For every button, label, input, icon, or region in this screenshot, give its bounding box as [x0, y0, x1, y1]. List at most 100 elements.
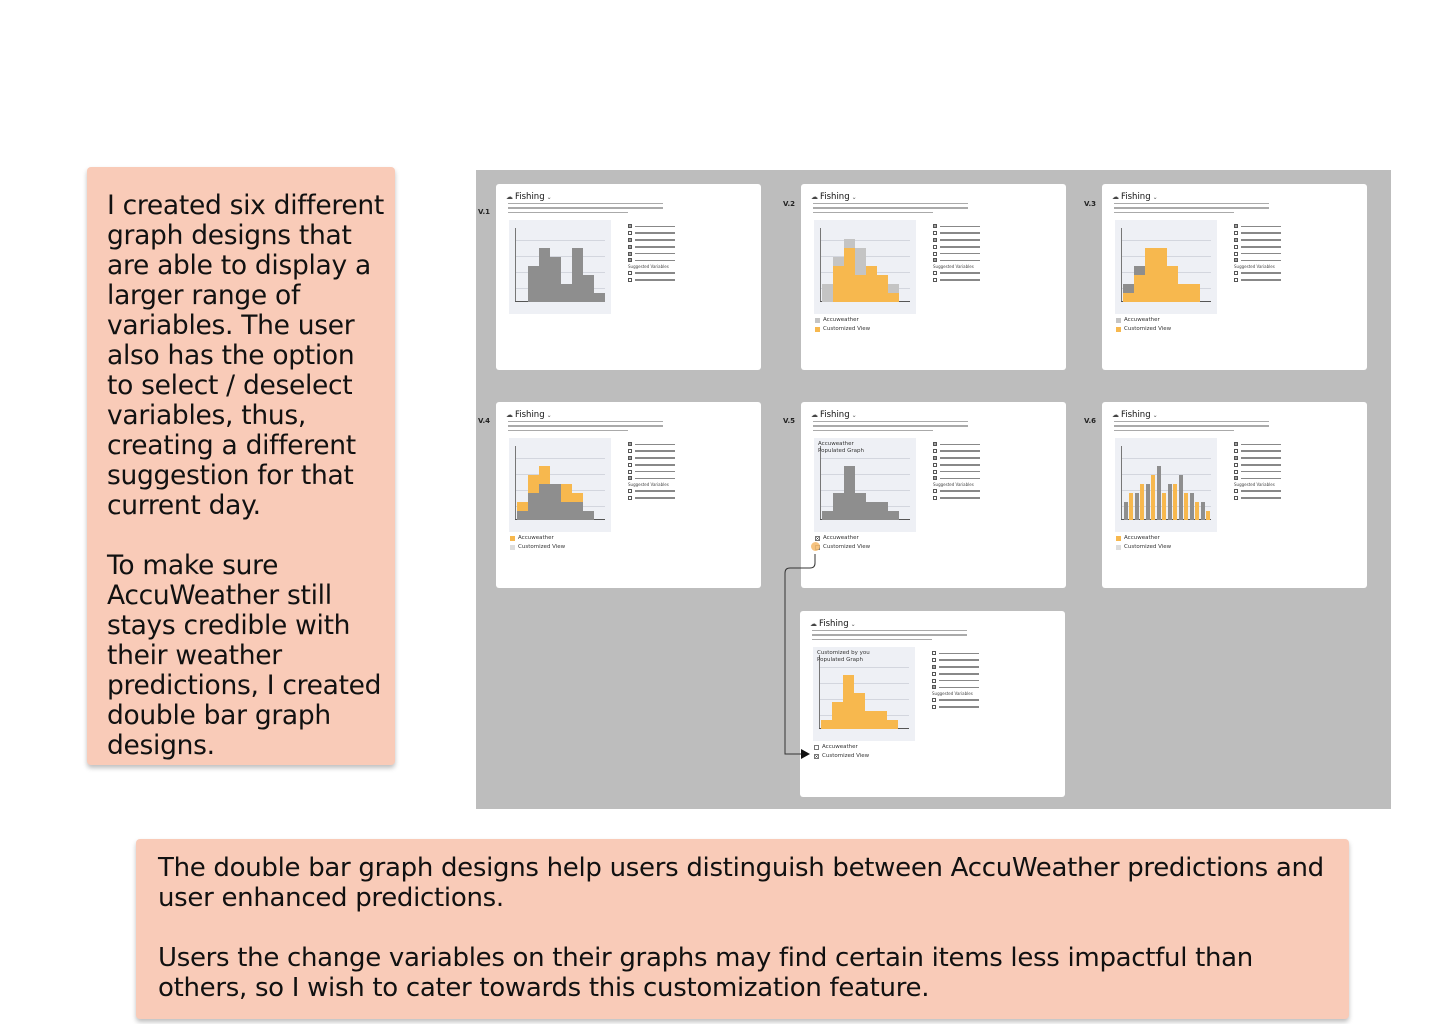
- variable-checkbox[interactable]: [933, 231, 937, 236]
- chevron-down-icon[interactable]: ⌄: [546, 412, 552, 419]
- legend-accuweather[interactable]: Accuweather: [815, 317, 859, 323]
- variable-checkbox[interactable]: [1234, 489, 1238, 494]
- legend-swatch[interactable]: [815, 535, 820, 541]
- variable-row[interactable]: [628, 243, 675, 250]
- variable-row[interactable]: [933, 250, 980, 257]
- legend-accuweather[interactable]: Accuweather: [814, 744, 858, 750]
- variable-row[interactable]: [933, 488, 980, 495]
- legend-accuweather[interactable]: Accuweather: [1116, 535, 1160, 541]
- variable-row[interactable]: [1234, 495, 1281, 502]
- variable-row[interactable]: [628, 488, 675, 495]
- variable-checkbox[interactable]: [628, 237, 632, 242]
- variable-row[interactable]: [1234, 243, 1281, 250]
- variable-row[interactable]: [1234, 461, 1281, 468]
- legend-customized[interactable]: Customized View: [814, 753, 869, 759]
- variable-row[interactable]: [628, 468, 675, 475]
- legend-swatch[interactable]: [1116, 317, 1121, 323]
- chevron-down-icon[interactable]: ⌄: [1152, 412, 1158, 419]
- variable-row[interactable]: [1234, 448, 1281, 455]
- variable-row[interactable]: [932, 704, 979, 711]
- legend-swatch[interactable]: [510, 535, 515, 541]
- legend-accuweather[interactable]: Accuweather: [815, 535, 859, 541]
- variable-row[interactable]: [933, 243, 980, 250]
- variable-row[interactable]: [628, 448, 675, 455]
- variable-checkbox[interactable]: [1234, 495, 1238, 500]
- variable-checkbox[interactable]: [628, 469, 632, 474]
- variable-row[interactable]: [932, 664, 979, 671]
- variable-row[interactable]: [933, 468, 980, 475]
- variable-checkbox[interactable]: [1234, 224, 1238, 229]
- card-header[interactable]: ☁ Fishing ⌄: [810, 619, 856, 629]
- variable-checkbox[interactable]: [1234, 449, 1238, 454]
- variable-checkbox[interactable]: [933, 449, 937, 454]
- variable-row[interactable]: [1234, 468, 1281, 475]
- variable-checkbox[interactable]: [933, 476, 937, 481]
- chevron-down-icon[interactable]: ⌄: [850, 621, 856, 628]
- variable-row[interactable]: [1234, 223, 1281, 230]
- variable-row[interactable]: [628, 237, 675, 244]
- variable-checkbox[interactable]: [628, 231, 632, 236]
- variable-row[interactable]: [933, 495, 980, 502]
- variable-row[interactable]: [933, 270, 980, 277]
- variable-row[interactable]: [1234, 277, 1281, 284]
- variable-row[interactable]: [1234, 270, 1281, 277]
- chevron-down-icon[interactable]: ⌄: [851, 412, 857, 419]
- card-header[interactable]: ☁ Fishing ⌄: [1112, 192, 1158, 202]
- chevron-down-icon[interactable]: ⌄: [546, 194, 552, 201]
- legend-customized[interactable]: Customized View: [1116, 326, 1171, 332]
- variable-checkbox[interactable]: [1234, 455, 1238, 460]
- variable-checkbox[interactable]: [1234, 258, 1238, 263]
- variable-checkbox[interactable]: [933, 258, 937, 263]
- variable-checkbox[interactable]: [1234, 462, 1238, 467]
- variable-checkbox[interactable]: [933, 244, 937, 249]
- variable-checkbox[interactable]: [628, 251, 632, 256]
- variable-checkbox[interactable]: [932, 698, 936, 703]
- chevron-down-icon[interactable]: ⌄: [1152, 194, 1158, 201]
- variable-checkbox[interactable]: [933, 224, 937, 229]
- legend-swatch[interactable]: [814, 753, 819, 759]
- card-header[interactable]: ☁ Fishing ⌄: [506, 410, 552, 420]
- variable-row[interactable]: [628, 455, 675, 462]
- variable-row[interactable]: [1234, 250, 1281, 257]
- legend-customized[interactable]: Customized View: [510, 544, 565, 550]
- variable-row[interactable]: [628, 277, 675, 284]
- legend-swatch[interactable]: [815, 317, 820, 323]
- variable-checkbox[interactable]: [933, 489, 937, 494]
- variable-row[interactable]: [933, 223, 980, 230]
- variable-checkbox[interactable]: [932, 671, 936, 676]
- variable-row[interactable]: [1234, 237, 1281, 244]
- variable-checkbox[interactable]: [628, 442, 632, 447]
- variable-checkbox[interactable]: [1234, 271, 1238, 276]
- card-header[interactable]: ☁ Fishing ⌄: [506, 192, 552, 202]
- variable-row[interactable]: [933, 277, 980, 284]
- card-header[interactable]: ☁ Fishing ⌄: [1112, 410, 1158, 420]
- variable-row[interactable]: [1234, 230, 1281, 237]
- variable-checkbox[interactable]: [628, 277, 632, 282]
- legend-swatch[interactable]: [814, 744, 819, 750]
- variable-checkbox[interactable]: [1234, 251, 1238, 256]
- legend-customized[interactable]: Customized View: [1116, 544, 1171, 550]
- variable-row[interactable]: [628, 257, 675, 264]
- variable-row[interactable]: [628, 461, 675, 468]
- variable-row[interactable]: [1234, 441, 1281, 448]
- legend-customized[interactable]: Customized View: [815, 326, 870, 332]
- legend-accuweather[interactable]: Accuweather: [510, 535, 554, 541]
- variable-checkbox[interactable]: [1234, 442, 1238, 447]
- variable-checkbox[interactable]: [628, 455, 632, 460]
- variable-checkbox[interactable]: [1234, 469, 1238, 474]
- legend-swatch[interactable]: [1116, 326, 1121, 332]
- variable-checkbox[interactable]: [932, 664, 936, 669]
- variable-checkbox[interactable]: [932, 651, 936, 656]
- legend-accuweather[interactable]: Accuweather: [1116, 317, 1160, 323]
- variable-checkbox[interactable]: [933, 442, 937, 447]
- variable-checkbox[interactable]: [932, 685, 936, 690]
- variable-row[interactable]: [932, 650, 979, 657]
- card-header[interactable]: ☁ Fishing ⌄: [811, 192, 857, 202]
- legend-swatch[interactable]: [1116, 535, 1121, 541]
- variable-checkbox[interactable]: [933, 455, 937, 460]
- variable-row[interactable]: [628, 495, 675, 502]
- variable-checkbox[interactable]: [628, 449, 632, 454]
- variable-checkbox[interactable]: [933, 251, 937, 256]
- legend-swatch[interactable]: [1116, 544, 1121, 550]
- variable-row[interactable]: [933, 257, 980, 264]
